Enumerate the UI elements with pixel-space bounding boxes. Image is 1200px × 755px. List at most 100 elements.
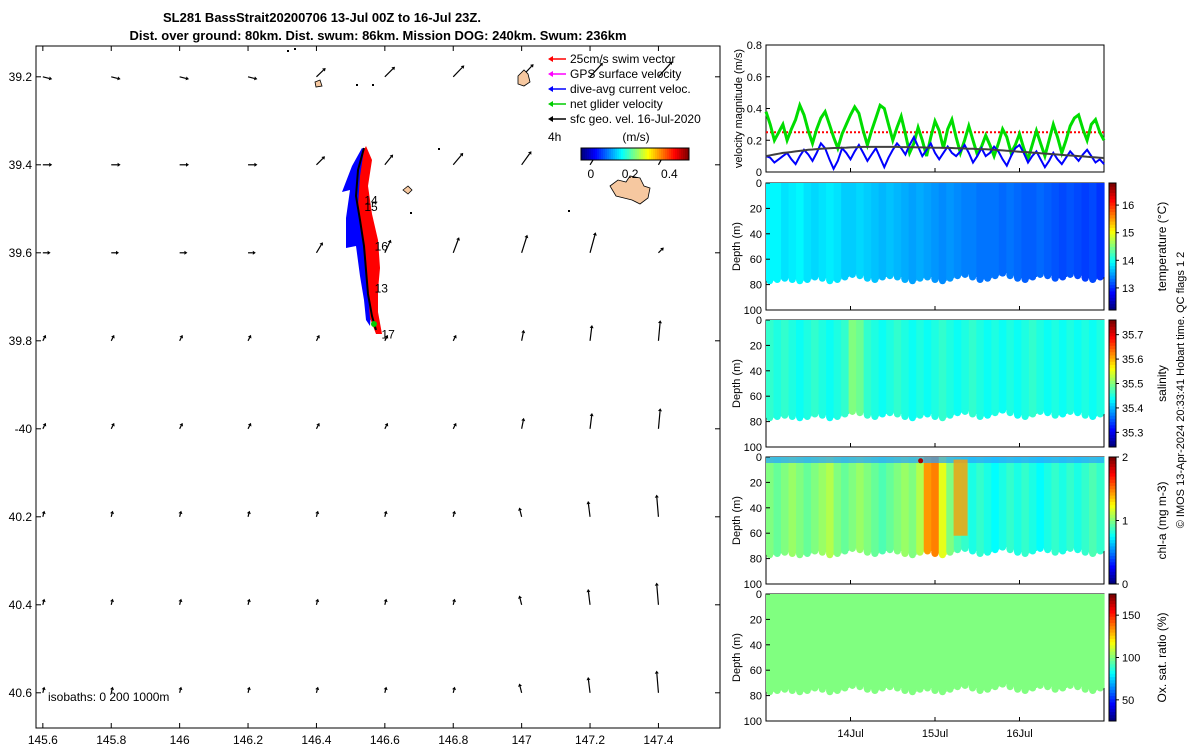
profile-column bbox=[1021, 183, 1030, 280]
profile-column bbox=[818, 457, 827, 553]
profile-dot bbox=[841, 410, 849, 418]
profile-column bbox=[1051, 594, 1060, 690]
colorbar-swatch bbox=[653, 148, 656, 160]
depth-tick-label: 80 bbox=[750, 417, 762, 429]
profile-column bbox=[916, 457, 925, 553]
current-arrow-head bbox=[586, 677, 591, 681]
colorbar-swatch bbox=[1109, 323, 1116, 327]
profile-dot bbox=[1089, 687, 1097, 695]
depth-tick-label: 0 bbox=[756, 452, 762, 464]
legend-label: sfc geo. vel. 16-Jul-2020 bbox=[570, 112, 701, 126]
colorbar-swatch bbox=[1109, 632, 1116, 636]
colorbar-swatch bbox=[1109, 418, 1116, 423]
colorbar-swatch bbox=[657, 148, 660, 160]
profile-column bbox=[931, 183, 940, 280]
colorbar-swatch bbox=[1109, 555, 1116, 560]
profile-column bbox=[901, 183, 910, 280]
colorbar-swatch bbox=[1109, 644, 1116, 649]
profile-dot bbox=[946, 274, 954, 282]
colorbar-swatch bbox=[1109, 469, 1116, 474]
colorbar-swatch bbox=[1109, 415, 1116, 419]
colorbar-swatch bbox=[1109, 457, 1116, 461]
profile-dot bbox=[878, 547, 886, 555]
profile-dot bbox=[1089, 550, 1097, 558]
profile-column bbox=[991, 183, 1000, 276]
profile-column bbox=[976, 594, 985, 691]
profile-column bbox=[886, 320, 895, 413]
profile-dot bbox=[1021, 413, 1029, 421]
colorbar-swatch bbox=[661, 148, 664, 160]
current-arrow-head bbox=[111, 422, 115, 427]
legend-arrow bbox=[548, 86, 553, 92]
profile-dot bbox=[1014, 548, 1022, 556]
current-arrow bbox=[452, 601, 455, 605]
profile-column bbox=[946, 183, 955, 279]
colorbar-swatch bbox=[1109, 189, 1116, 194]
profile-column bbox=[826, 183, 835, 281]
colorbar-swatch bbox=[1109, 530, 1116, 534]
colorbar-swatch bbox=[649, 148, 652, 160]
current-arrow-head bbox=[186, 162, 189, 167]
profile-column bbox=[878, 594, 887, 688]
profile-dot bbox=[856, 409, 864, 417]
profile-dot bbox=[976, 550, 984, 558]
colorbar-swatch bbox=[1109, 186, 1116, 190]
profile-dot bbox=[969, 684, 977, 692]
colorbar-swatch bbox=[1109, 243, 1116, 247]
profile-column bbox=[833, 594, 842, 691]
profile-dot bbox=[1074, 409, 1082, 417]
current-arrow-head bbox=[48, 76, 53, 81]
current-arrow-head bbox=[589, 325, 594, 329]
colorbar-swatch bbox=[635, 148, 638, 160]
colorbar-tick-label: 0 bbox=[1122, 579, 1128, 591]
profile-dot bbox=[826, 414, 834, 422]
velocity-y-label: velocity magnitude (m/s) bbox=[733, 49, 745, 168]
colorbar-swatch bbox=[639, 148, 642, 160]
legend-label: GPS surface velocity bbox=[570, 67, 681, 81]
profile-dot bbox=[1081, 548, 1089, 556]
colorbar-swatch bbox=[1109, 574, 1116, 579]
track-end-marker bbox=[371, 321, 377, 327]
profile-dot bbox=[901, 276, 909, 284]
profile-column bbox=[878, 457, 887, 551]
current-arrow-head bbox=[41, 598, 46, 603]
profile-column bbox=[788, 320, 797, 417]
current-arrow-head bbox=[452, 510, 456, 515]
profile-column bbox=[983, 457, 992, 553]
profile-dot bbox=[773, 550, 781, 558]
colorbar-swatch bbox=[1109, 326, 1116, 331]
depth-tick-label: 60 bbox=[750, 391, 762, 403]
profile-dot bbox=[766, 688, 774, 696]
chl-hot-dot bbox=[918, 458, 924, 464]
colorbar-swatch bbox=[1109, 472, 1116, 477]
profile-dot bbox=[939, 414, 947, 422]
colorbar-swatch bbox=[1109, 679, 1116, 684]
colorbar-swatch bbox=[1109, 195, 1116, 200]
profile-dot bbox=[1021, 687, 1029, 695]
depth-tick-label: 20 bbox=[750, 477, 762, 489]
colorbar-swatch bbox=[1109, 526, 1116, 531]
colorbar-swatch bbox=[1109, 249, 1116, 254]
current-arrow-head bbox=[321, 156, 325, 160]
profile-column bbox=[893, 320, 902, 414]
profile-column bbox=[968, 457, 977, 551]
profile-dot bbox=[811, 684, 819, 692]
colorbar-label: chl-a (mg m-3) bbox=[1155, 481, 1169, 559]
depth-tick-label: 100 bbox=[744, 305, 762, 317]
colorbar-swatch bbox=[1109, 364, 1116, 369]
profile-dot bbox=[931, 687, 939, 695]
colorbar-swatch bbox=[1109, 354, 1116, 359]
colorbar-swatch bbox=[1109, 701, 1116, 706]
profile-dot bbox=[1074, 683, 1082, 691]
profile-column bbox=[1096, 594, 1105, 688]
velocity-series-line bbox=[765, 134, 1105, 172]
profile-dot bbox=[863, 685, 871, 693]
current-arrow bbox=[589, 415, 593, 429]
profile-column bbox=[991, 457, 1000, 550]
depth-tick-label: 60 bbox=[750, 528, 762, 540]
current-arrow bbox=[247, 601, 250, 605]
colorbar-swatch bbox=[1109, 265, 1116, 270]
current-arrow bbox=[521, 237, 528, 253]
current-arrow-head bbox=[116, 250, 119, 255]
